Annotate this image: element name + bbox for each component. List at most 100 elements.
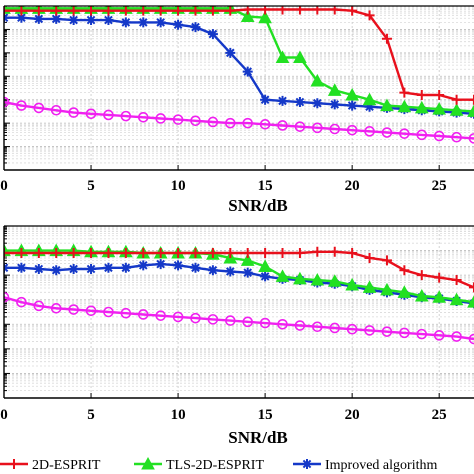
bottom-point-tls-2d-esprit (449, 292, 464, 306)
legend-label-2d-esprit: 2D-ESPRIT (32, 458, 101, 473)
bottom-point-circle-series (207, 314, 219, 325)
bottom-point-2d-esprit (364, 252, 375, 263)
top-point-improved-algorithm (190, 22, 201, 33)
bottom-point-2d-esprit (469, 282, 474, 293)
bottom-point-circle-series (294, 320, 306, 331)
top-line-tls-2d-esprit (4, 7, 474, 113)
top-point-circle-series (416, 129, 428, 141)
top-point-improved-algorithm (155, 17, 166, 28)
top-point-circle-series (433, 130, 445, 142)
top-point-circle-series (346, 124, 358, 136)
bottom-x-tick-label: 20 (345, 407, 360, 423)
legend: 2D-ESPRIT TLS-2D-ESPRIT Improved algorit… (0, 456, 437, 473)
top-point-tls-2d-esprit (432, 102, 447, 115)
top-series-2d-esprit (4, 6, 474, 105)
top-point-improved-algorithm (347, 100, 358, 111)
bottom-point-circle-series (277, 318, 288, 330)
bottom-point-circle-series (103, 306, 114, 318)
bottom-line-tls-2d-esprit (4, 249, 474, 304)
top-x-tick-label: 5 (87, 178, 95, 194)
top-point-2d-esprit (155, 6, 166, 16)
top-point-2d-esprit (347, 6, 358, 16)
bottom-point-improved-algorithm (260, 271, 271, 282)
bottom-point-tls-2d-esprit (380, 282, 394, 296)
bottom-x-axis-label: SNR/dB (228, 428, 288, 447)
bottom-point-2d-esprit (138, 248, 149, 259)
top-point-improved-algorithm (329, 99, 340, 110)
top-point-2d-esprit (51, 6, 62, 16)
bottom-x-tick-label: 25 (432, 407, 447, 423)
top-point-tls-2d-esprit (362, 92, 377, 106)
top-point-tls-2d-esprit (414, 100, 429, 114)
legend-symbol (9, 459, 19, 469)
legend-label-tls-2d-esprit: TLS-2D-ESPRIT (166, 458, 264, 473)
bottom-point-circle-series (242, 316, 254, 328)
top-point-tls-2d-esprit (240, 9, 255, 23)
bottom-point-2d-esprit (33, 248, 44, 259)
bottom-point-2d-esprit (51, 248, 62, 259)
top-point-tls-2d-esprit (327, 83, 342, 96)
bottom-point-circle-series (68, 304, 79, 315)
top-point-circle-series (451, 131, 462, 143)
top-point-tls-2d-esprit (258, 10, 272, 24)
top-point-2d-esprit (16, 6, 27, 16)
bottom-point-2d-esprit (86, 248, 97, 259)
top-point-improved-algorithm (277, 95, 288, 106)
bottom-point-circle-series (364, 325, 375, 336)
top-point-circle-series (137, 111, 149, 123)
top-point-circle-series (312, 122, 323, 134)
top-point-circle-series (364, 126, 375, 137)
top-point-circle-series (16, 100, 27, 111)
top-point-tls-2d-esprit (275, 50, 290, 64)
bottom-point-tls-2d-esprit (345, 277, 359, 291)
bottom-point-circle-series (381, 326, 393, 337)
bottom-point-circle-series (224, 315, 236, 326)
bottom-point-circle-series (433, 330, 445, 341)
top-point-improved-algorithm (173, 19, 184, 30)
top-point-2d-esprit (225, 6, 236, 16)
top-point-circle-series (103, 109, 114, 121)
legend-marker-improved-algorithm (293, 459, 321, 469)
bottom-point-2d-esprit (399, 265, 410, 276)
top-series-circle-series (4, 96, 474, 144)
bottom-series-circle-series (4, 291, 474, 345)
bottom-point-circle-series (346, 323, 358, 335)
bottom-point-2d-esprit (173, 248, 184, 259)
bottom-point-2d-esprit (260, 248, 271, 259)
bottom-point-circle-series (33, 300, 45, 312)
bottom-point-circle-series (85, 305, 97, 317)
bottom-point-improved-algorithm (51, 265, 62, 276)
top-point-improved-algorithm (16, 12, 27, 23)
top-point-tls-2d-esprit (380, 98, 394, 112)
top-point-improved-algorithm (294, 97, 305, 108)
bottom-point-2d-esprit (242, 248, 253, 259)
top-point-improved-algorithm (51, 13, 62, 24)
bottom-point-circle-series (137, 309, 149, 320)
top-point-tls-2d-esprit (449, 103, 464, 116)
top-point-circle-series (85, 108, 97, 120)
top-point-2d-esprit (190, 6, 201, 16)
top-point-improved-algorithm (86, 15, 97, 26)
top-point-tls-2d-esprit (310, 73, 325, 87)
bottom-point-improved-algorithm (86, 264, 97, 274)
bottom-point-2d-esprit (190, 248, 201, 259)
legend-marker-tls-2d-esprit (134, 456, 162, 470)
top-x-tick-label: 10 (171, 178, 186, 194)
top-point-circle-series (207, 116, 219, 128)
bottom-point-circle-series (259, 317, 271, 329)
bottom-x-tick-label: 15 (258, 407, 273, 423)
top-point-circle-series (277, 120, 288, 131)
bottom-point-improved-algorithm (242, 267, 253, 278)
bottom-point-2d-esprit (381, 255, 392, 266)
top-x-tick-label: 20 (345, 178, 360, 194)
bottom-point-circle-series (190, 312, 201, 324)
bottom-point-improved-algorithm (207, 265, 218, 276)
bottom-point-tls-2d-esprit (310, 273, 325, 286)
top-point-circle-series (190, 115, 201, 127)
top-point-2d-esprit (451, 94, 462, 105)
top-point-circle-series (172, 114, 184, 125)
bottom-point-tls-2d-esprit (293, 271, 307, 285)
top-line-improved-algorithm (4, 16, 474, 115)
bottom-point-2d-esprit (434, 272, 445, 283)
bottom-point-circle-series (312, 321, 323, 333)
